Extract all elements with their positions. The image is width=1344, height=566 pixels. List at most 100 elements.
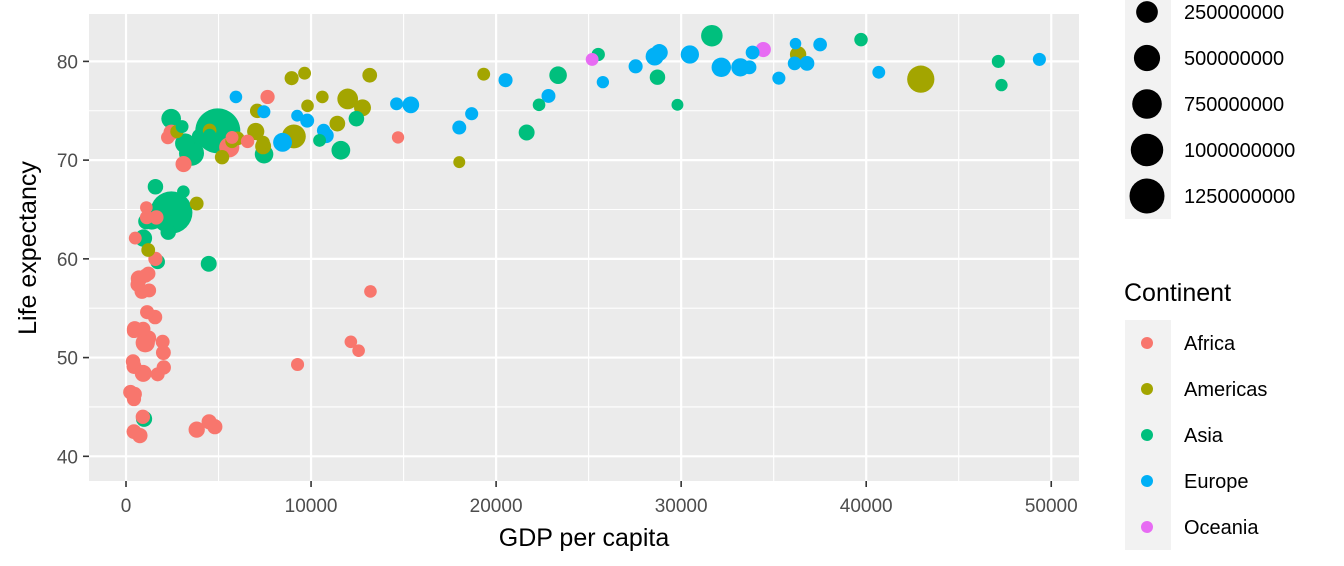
data-point-asia [160,224,176,240]
data-point-americas [141,243,156,257]
data-point-europe [734,61,748,75]
data-point-europe [799,55,815,71]
data-point-europe [787,56,802,71]
x-tick-label: 0 [121,496,132,517]
data-point-africa [139,210,154,225]
y-tick-label: 60 [57,250,78,271]
data-point-africa [126,323,142,339]
size-legend-key [1132,89,1162,119]
size-legend-key [1136,1,1158,23]
data-point-africa [175,156,192,173]
data-point-europe [813,37,827,52]
data-point-asia [203,128,217,143]
data-point-europe [711,57,732,78]
data-point-africa [391,131,405,144]
data-point-africa [364,285,377,298]
data-points [123,24,1046,444]
data-point-americas [477,67,491,81]
data-point-europe [596,75,610,89]
x-tick-label: 40000 [840,496,893,517]
data-point-europe [300,113,315,128]
data-point-africa [201,414,217,430]
data-point-asia [854,32,868,47]
data-point-europe [498,73,513,88]
x-axis: 0 10000 20000 30000 40000 50000 [121,481,1078,517]
x-axis-title: GDP per capita [499,524,670,552]
data-point-asia [147,179,164,195]
data-point-asia [991,54,1005,68]
data-point-africa [225,130,239,144]
color-legend-label: Oceania [1184,517,1259,539]
color-legend-title: Continent [1124,279,1231,307]
data-point-europe [872,65,886,79]
data-point-americas [301,99,314,113]
data-point-asia [175,133,196,154]
data-point-americas [316,90,329,104]
data-point-oceania [585,52,599,66]
data-point-americas [337,88,359,110]
data-point-africa [155,345,171,361]
x-tick-label: 30000 [655,496,708,517]
data-point-europe [628,59,643,74]
size-legend-label: 1250000000 [1184,186,1295,208]
data-point-africa [126,391,142,407]
data-point-europe [229,90,243,104]
data-point-africa [155,334,170,349]
color-legend-label: Asia [1184,425,1224,447]
color-legend: Africa Americas Asia Europe Oceania [1125,320,1267,550]
data-point-europe [1032,52,1046,66]
data-point-europe [273,132,293,152]
data-point-americas [256,135,270,149]
data-point-europe [541,88,556,103]
data-point-americas [214,149,230,165]
y-tick-label: 80 [57,52,78,73]
data-point-asia [532,98,546,112]
color-legend-label: Europe [1184,471,1249,493]
size-legend-key [1129,178,1165,214]
data-point-europe [390,97,403,111]
size-legend: 250000000 500000000 750000000 1000000000 125… [1125,0,1295,219]
color-legend-key-oceania [1141,521,1153,533]
color-legend-key-africa [1141,337,1153,349]
data-point-africa [140,201,153,214]
data-point-africa [240,134,255,149]
data-point-africa [128,231,142,245]
data-point-asia [313,133,327,147]
y-tick-label: 50 [57,349,78,370]
y-tick-label: 40 [57,447,78,468]
color-legend-key-europe [1141,475,1153,487]
grid-major [89,14,1079,481]
data-point-asia [701,24,723,47]
data-point-europe [680,45,700,64]
data-point-americas [362,67,378,83]
data-point-africa [135,409,151,425]
data-point-asia [671,98,684,111]
data-point-europe [452,120,467,135]
size-legend-label: 1000000000 [1184,140,1295,162]
y-tick-label: 70 [57,151,78,172]
panel-background [89,14,1079,481]
data-point-europe [257,105,271,119]
data-point-americas [298,66,312,80]
data-point-oceania [755,41,771,58]
data-point-americas [247,122,265,141]
color-legend-key-americas [1141,383,1153,395]
data-point-asia [348,110,365,127]
data-point-americas [907,65,935,93]
data-point-asia [161,108,181,129]
data-point-europe [291,109,304,122]
data-point-africa [260,89,275,105]
data-point-africa [188,421,205,438]
color-legend-label: Americas [1184,379,1267,401]
data-point-europe [745,45,760,60]
data-point-africa [142,283,157,298]
x-tick-label: 20000 [470,496,523,517]
size-legend-key [1130,133,1164,167]
color-legend-key-asia [1141,429,1153,441]
data-point-americas [189,196,204,211]
data-point-asia [177,185,190,199]
data-point-asia [518,124,535,141]
data-point-asia [200,255,217,272]
data-point-americas [284,71,299,86]
